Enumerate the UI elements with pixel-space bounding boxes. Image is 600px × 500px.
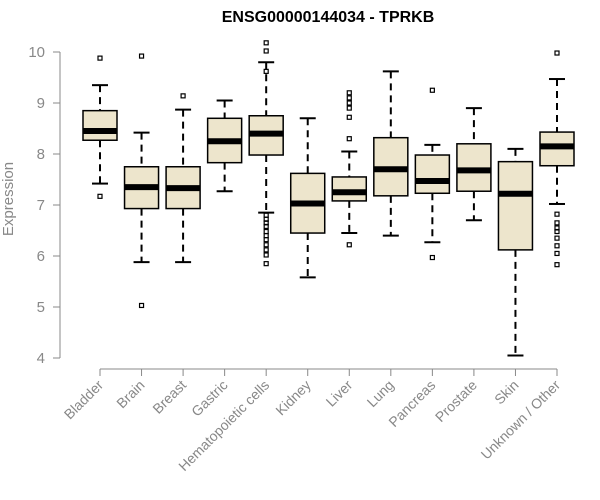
outlier-point — [138, 302, 145, 309]
outlier-point — [263, 228, 269, 235]
outlier-point — [263, 237, 269, 243]
box-gastric — [206, 99, 243, 193]
x-tick-label: Kidney — [272, 377, 314, 419]
outlier-point — [429, 254, 435, 261]
y-tick-label: 10 — [28, 44, 45, 61]
outlier-point — [554, 211, 560, 217]
box-unknown-other — [539, 50, 575, 268]
outlier-point — [554, 250, 560, 257]
outlier-point — [346, 242, 352, 248]
outlier-point — [263, 223, 269, 230]
outlier-point — [346, 90, 352, 96]
box-liver — [331, 90, 368, 248]
outlier-point — [554, 228, 560, 235]
iqr-box — [331, 176, 368, 202]
x-tick-label: Bladder — [61, 377, 107, 423]
boxes-group — [82, 40, 575, 357]
iqr-box — [497, 160, 534, 251]
outlier-point — [554, 262, 560, 268]
box-hematopoietic-cells — [248, 40, 284, 267]
box-breast — [165, 93, 201, 264]
outlier-point — [554, 243, 560, 249]
iqr-box — [414, 154, 451, 195]
y-tick-label: 4 — [37, 350, 45, 367]
x-tick-label: Breast — [149, 377, 189, 417]
box-pancreas — [414, 87, 451, 261]
outlier-point — [263, 212, 269, 218]
outlier-point — [346, 114, 352, 120]
outlier-point — [554, 235, 560, 241]
outlier-point — [554, 50, 560, 56]
x-tick-label: Unknown / Other — [478, 377, 564, 463]
box-prostate — [456, 107, 492, 222]
outlier-point — [263, 40, 269, 46]
outlier-point — [429, 87, 435, 93]
x-tick-label: Liver — [323, 377, 356, 410]
outlier-point — [97, 55, 103, 61]
outlier-point — [263, 247, 269, 253]
outlier-point — [263, 233, 269, 239]
outlier-point — [180, 93, 186, 99]
x-tick-label: Skin — [491, 377, 522, 408]
outlier-point — [346, 136, 352, 142]
outlier-point — [138, 53, 145, 59]
outlier-point — [346, 100, 352, 106]
outlier-point — [263, 252, 269, 258]
y-axis-label: Expression — [0, 162, 17, 236]
x-tick-label: Brain — [113, 377, 147, 411]
y-tick-label: 7 — [37, 197, 45, 214]
outlier-point — [263, 261, 269, 267]
box-skin — [497, 147, 534, 357]
box-kidney — [289, 117, 326, 279]
box-lung — [373, 70, 409, 237]
box-brain — [123, 53, 160, 309]
outlier-point — [346, 95, 352, 101]
y-tick-label: 6 — [37, 248, 45, 265]
outlier-point — [263, 242, 269, 248]
y-axis: 4 5 6 7 8 9 10 — [28, 44, 61, 367]
box-bladder — [82, 55, 118, 199]
x-tick-label: Prostate — [432, 377, 480, 425]
y-tick-label: 9 — [37, 95, 45, 112]
iqr-box — [82, 109, 118, 141]
x-tick-label: Lung — [364, 377, 397, 410]
chart-title: ENSG00000144034 - TPRKB — [222, 9, 435, 26]
outlier-point — [263, 68, 269, 74]
outlier-point — [346, 105, 352, 111]
outlier-point — [554, 220, 560, 226]
y-tick-label: 8 — [37, 146, 45, 163]
y-tick-label: 5 — [37, 299, 45, 316]
outlier-point — [97, 193, 103, 199]
outlier-point — [263, 48, 269, 54]
